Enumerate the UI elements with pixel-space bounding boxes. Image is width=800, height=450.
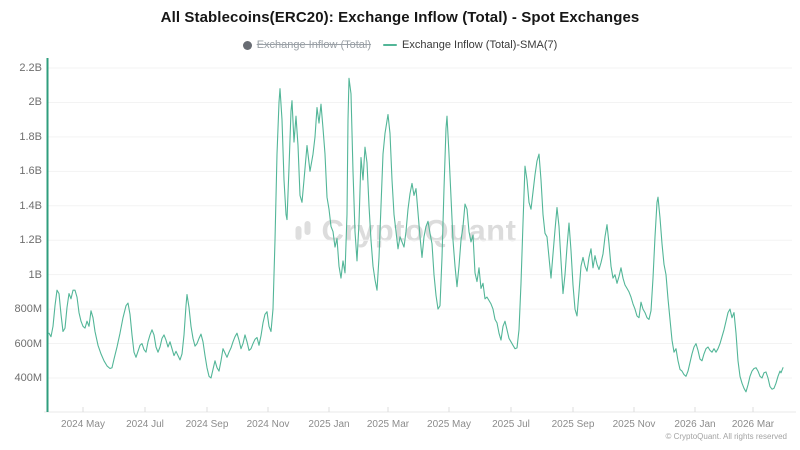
y-axis-label: 1.8B bbox=[19, 130, 42, 143]
line-marker-icon bbox=[383, 44, 398, 46]
legend-item-exchange-inflow-total[interactable]: Exchange Inflow (Total) bbox=[242, 39, 372, 51]
y-axis-label: 2.2B bbox=[19, 62, 42, 74]
legend: Exchange Inflow (Total) Exchange Inflow … bbox=[0, 39, 800, 51]
x-axis-label: 2024 May bbox=[61, 419, 105, 430]
copyright-notice: © CryptoQuant. All rights reserved bbox=[665, 432, 788, 441]
y-axis-label: 1.2B bbox=[19, 234, 42, 247]
legend-item-sma7[interactable]: Exchange Inflow (Total)-SMA(7) bbox=[383, 39, 557, 51]
x-axis-label: 2025 Nov bbox=[612, 419, 656, 430]
chart-title: All Stablecoins(ERC20): Exchange Inflow … bbox=[160, 9, 640, 26]
x-axis-label: 2024 Sep bbox=[185, 419, 229, 430]
x-axis-label: 2024 Nov bbox=[246, 419, 290, 430]
x-axis-label: 2026 Jan bbox=[674, 419, 716, 430]
y-axis-label: 1B bbox=[28, 268, 42, 281]
y-axis-label: 800M bbox=[14, 303, 42, 316]
y-axis-label: 400M bbox=[14, 372, 42, 384]
x-axis-label: 2025 May bbox=[427, 419, 471, 430]
y-axis-label: 1.6B bbox=[19, 165, 42, 178]
y-axis-label: 2B bbox=[28, 96, 42, 109]
y-axis-label: 600M bbox=[14, 337, 42, 350]
x-axis-label: 2026 Mar bbox=[731, 419, 775, 430]
watermark-text: CryptoQuant bbox=[321, 213, 517, 248]
y-axis-label: 1.4B bbox=[19, 199, 42, 212]
x-axis-label: 2024 Jul bbox=[126, 419, 164, 430]
circle-marker-icon bbox=[242, 40, 252, 50]
legend-label-inactive: Exchange Inflow (Total) bbox=[256, 39, 372, 51]
x-axis-label: 2025 Jan bbox=[308, 419, 350, 430]
cryptoquant-logo-icon bbox=[295, 221, 311, 240]
x-axis-label: 2025 Jul bbox=[492, 419, 530, 430]
watermark: CryptoQuant bbox=[293, 213, 517, 249]
x-axis-label: 2025 Sep bbox=[551, 419, 595, 430]
x-axis-label: 2025 Mar bbox=[366, 419, 410, 430]
sma-line-series bbox=[48, 77, 784, 393]
legend-label-active: Exchange Inflow (Total)-SMA(7) bbox=[402, 39, 558, 51]
